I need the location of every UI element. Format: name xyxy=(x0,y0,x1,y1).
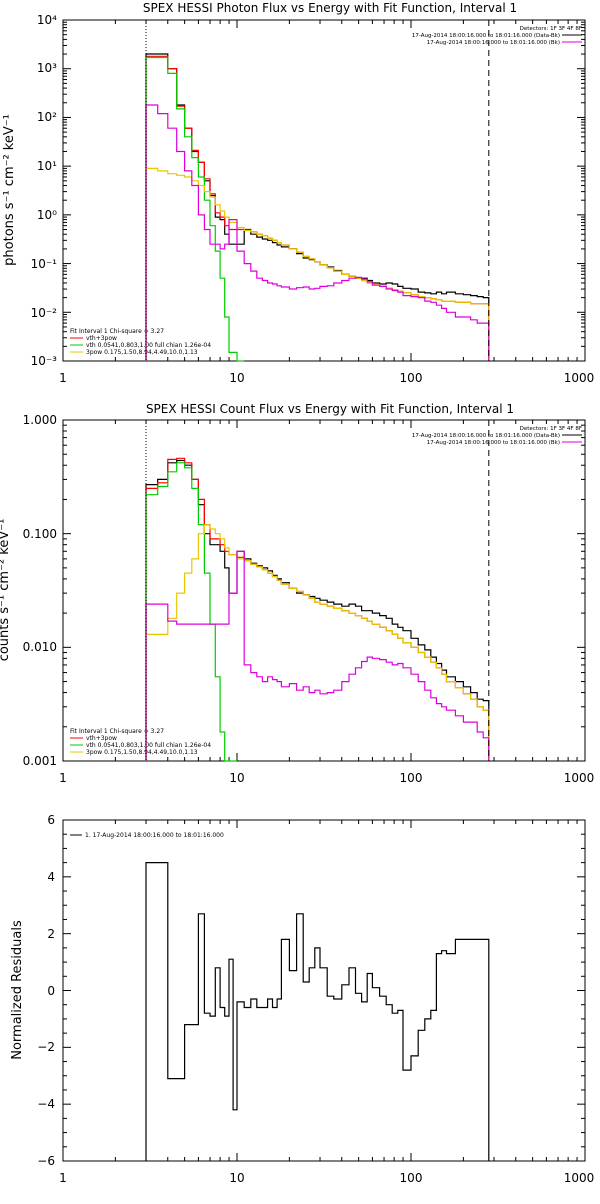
ytick: 4 xyxy=(47,870,55,884)
residuals-frame xyxy=(62,819,586,1162)
series-bk xyxy=(145,550,490,761)
series-total xyxy=(145,55,490,361)
ytick: 10¹ xyxy=(37,159,57,173)
count-flux-panel: SPEX HESSI Count Flux vs Energy with Fit… xyxy=(0,402,594,785)
residuals-panel: Normalized Residuals −6 −4 −2 0 2 4 6 1 … xyxy=(10,813,594,1185)
photon-flux-title: SPEX HESSI Photon Flux vs Energy with Fi… xyxy=(143,1,517,15)
ytick: 10³ xyxy=(37,61,57,75)
series-vth xyxy=(145,462,237,762)
legend-title: Fit Interval 1 Chi-square = 3.27 xyxy=(70,728,164,735)
legend-entry: vth+3pow xyxy=(86,735,117,742)
ytick: 10² xyxy=(37,110,57,124)
series-3pow xyxy=(145,167,490,361)
legend-entry: vth 0.0541,0.803,1.00 full chian 1.26e-0… xyxy=(86,342,211,349)
residuals-legend: 1. 17-Aug-2014 18:00:16.000 to 18:01:16.… xyxy=(70,832,224,839)
count-flux-header: Detectors: 1F 3F 4F 8F 17-Aug-2014 18:00… xyxy=(412,426,582,446)
ytick: −4 xyxy=(37,1097,55,1111)
photon-flux-yticks: 10⁻³ 10⁻² 10⁻¹ 10⁰ 10¹ 10² 10³ 10⁴ xyxy=(31,13,58,368)
legend-entry: vth+3pow xyxy=(86,335,117,342)
xtick: 1000 xyxy=(564,771,595,785)
xtick: 1000 xyxy=(564,1171,595,1185)
header-line: Detectors: 1F 3F 4F 8F xyxy=(520,426,582,432)
header-line: Detectors: 1F 3F 4F 8F xyxy=(520,26,582,32)
photon-flux-frame xyxy=(62,19,586,362)
legend-entry: 1. 17-Aug-2014 18:00:16.000 to 18:01:16.… xyxy=(85,832,224,839)
photon-flux-ylabel: photons s⁻¹ cm⁻² keV⁻¹ xyxy=(2,114,17,266)
header-line: 17-Aug-2014 18:00:16.000 to 18:01:16.000… xyxy=(412,433,560,439)
ytick: 0 xyxy=(47,984,55,998)
xtick: 10 xyxy=(229,371,244,385)
chart-2-marks xyxy=(62,420,585,762)
residuals-ylabel: Normalized Residuals xyxy=(10,920,25,1060)
legend-entry: 3pow 0.175,1.50,8.94,4.49,10.0,1.13 xyxy=(86,749,198,756)
ytick: 0.010 xyxy=(23,640,57,654)
series-data xyxy=(145,459,490,761)
ytick: 10⁻² xyxy=(31,306,58,320)
series-bk xyxy=(145,104,490,361)
xtick: 100 xyxy=(400,771,423,785)
header-line: 17-Aug-2014 18:00:16.000 to 18:01:16.000… xyxy=(427,440,560,446)
legend-entry: vth 0.0541,0.803,1.00 full chian 1.26e-0… xyxy=(86,742,211,749)
header-line: 17-Aug-2014 18:00:16.000 to 18:01:16.000… xyxy=(427,40,560,46)
ytick: −2 xyxy=(37,1040,55,1054)
residuals-yticks: −6 −4 −2 0 2 4 6 xyxy=(37,813,55,1168)
series-total xyxy=(145,457,490,761)
count-flux-frame xyxy=(62,419,586,762)
xtick: 1000 xyxy=(564,371,595,385)
xtick: 10 xyxy=(229,1171,244,1185)
chart-1-marks xyxy=(62,20,585,362)
ytick: −6 xyxy=(37,1154,55,1168)
xtick: 100 xyxy=(400,371,423,385)
series-3pow xyxy=(145,524,490,761)
chart-3-marks xyxy=(62,819,585,1162)
xtick: 1 xyxy=(59,771,67,785)
xtick: 100 xyxy=(400,1171,423,1185)
xtick: 10 xyxy=(229,771,244,785)
ytick: 6 xyxy=(47,813,55,827)
ytick: 10⁻¹ xyxy=(31,257,58,271)
count-flux-ylabel: counts s⁻¹ cm⁻² keV⁻¹ xyxy=(0,519,12,662)
ytick: 10⁰ xyxy=(37,208,57,222)
count-flux-xticks: 1 10 100 1000 xyxy=(59,771,594,785)
ytick: 2 xyxy=(47,927,55,941)
series-vth xyxy=(145,56,245,362)
count-flux-yticks: 0.001 0.010 0.100 1.000 xyxy=(23,413,57,768)
photon-flux-xticks: 1 10 100 1000 xyxy=(59,371,594,385)
count-flux-title: SPEX HESSI Count Flux vs Energy with Fit… xyxy=(146,402,514,416)
ytick: 10⁻³ xyxy=(31,354,58,368)
series-data xyxy=(145,53,490,361)
xtick: 1 xyxy=(59,371,67,385)
ytick: 1.000 xyxy=(23,413,57,427)
count-flux-legend: Fit Interval 1 Chi-square = 3.27 vth+3po… xyxy=(70,728,211,756)
xtick: 1 xyxy=(59,1171,67,1185)
photon-flux-header: Detectors: 1F 3F 4F 8F 17-Aug-2014 18:00… xyxy=(412,26,582,46)
legend-title: Fit Interval 1 Chi-square = 3.27 xyxy=(70,328,164,335)
ytick: 10⁴ xyxy=(37,13,57,27)
series-residual xyxy=(145,862,490,1161)
ytick: 0.001 xyxy=(23,754,57,768)
header-line: 17-Aug-2014 18:00:16.000 to 18:01:16.000… xyxy=(412,33,560,39)
chart-marks xyxy=(62,20,585,1162)
legend-entry: 3pow 0.175,1.50,8.94,4.49,10.0,1.13 xyxy=(86,349,198,356)
photon-flux-panel: SPEX HESSI Photon Flux vs Energy with Fi… xyxy=(2,1,594,385)
photon-flux-legend: Fit Interval 1 Chi-square = 3.27 vth+3po… xyxy=(70,328,211,356)
ytick: 0.100 xyxy=(23,527,57,541)
residuals-xticks: 1 10 100 1000 xyxy=(59,1171,594,1185)
